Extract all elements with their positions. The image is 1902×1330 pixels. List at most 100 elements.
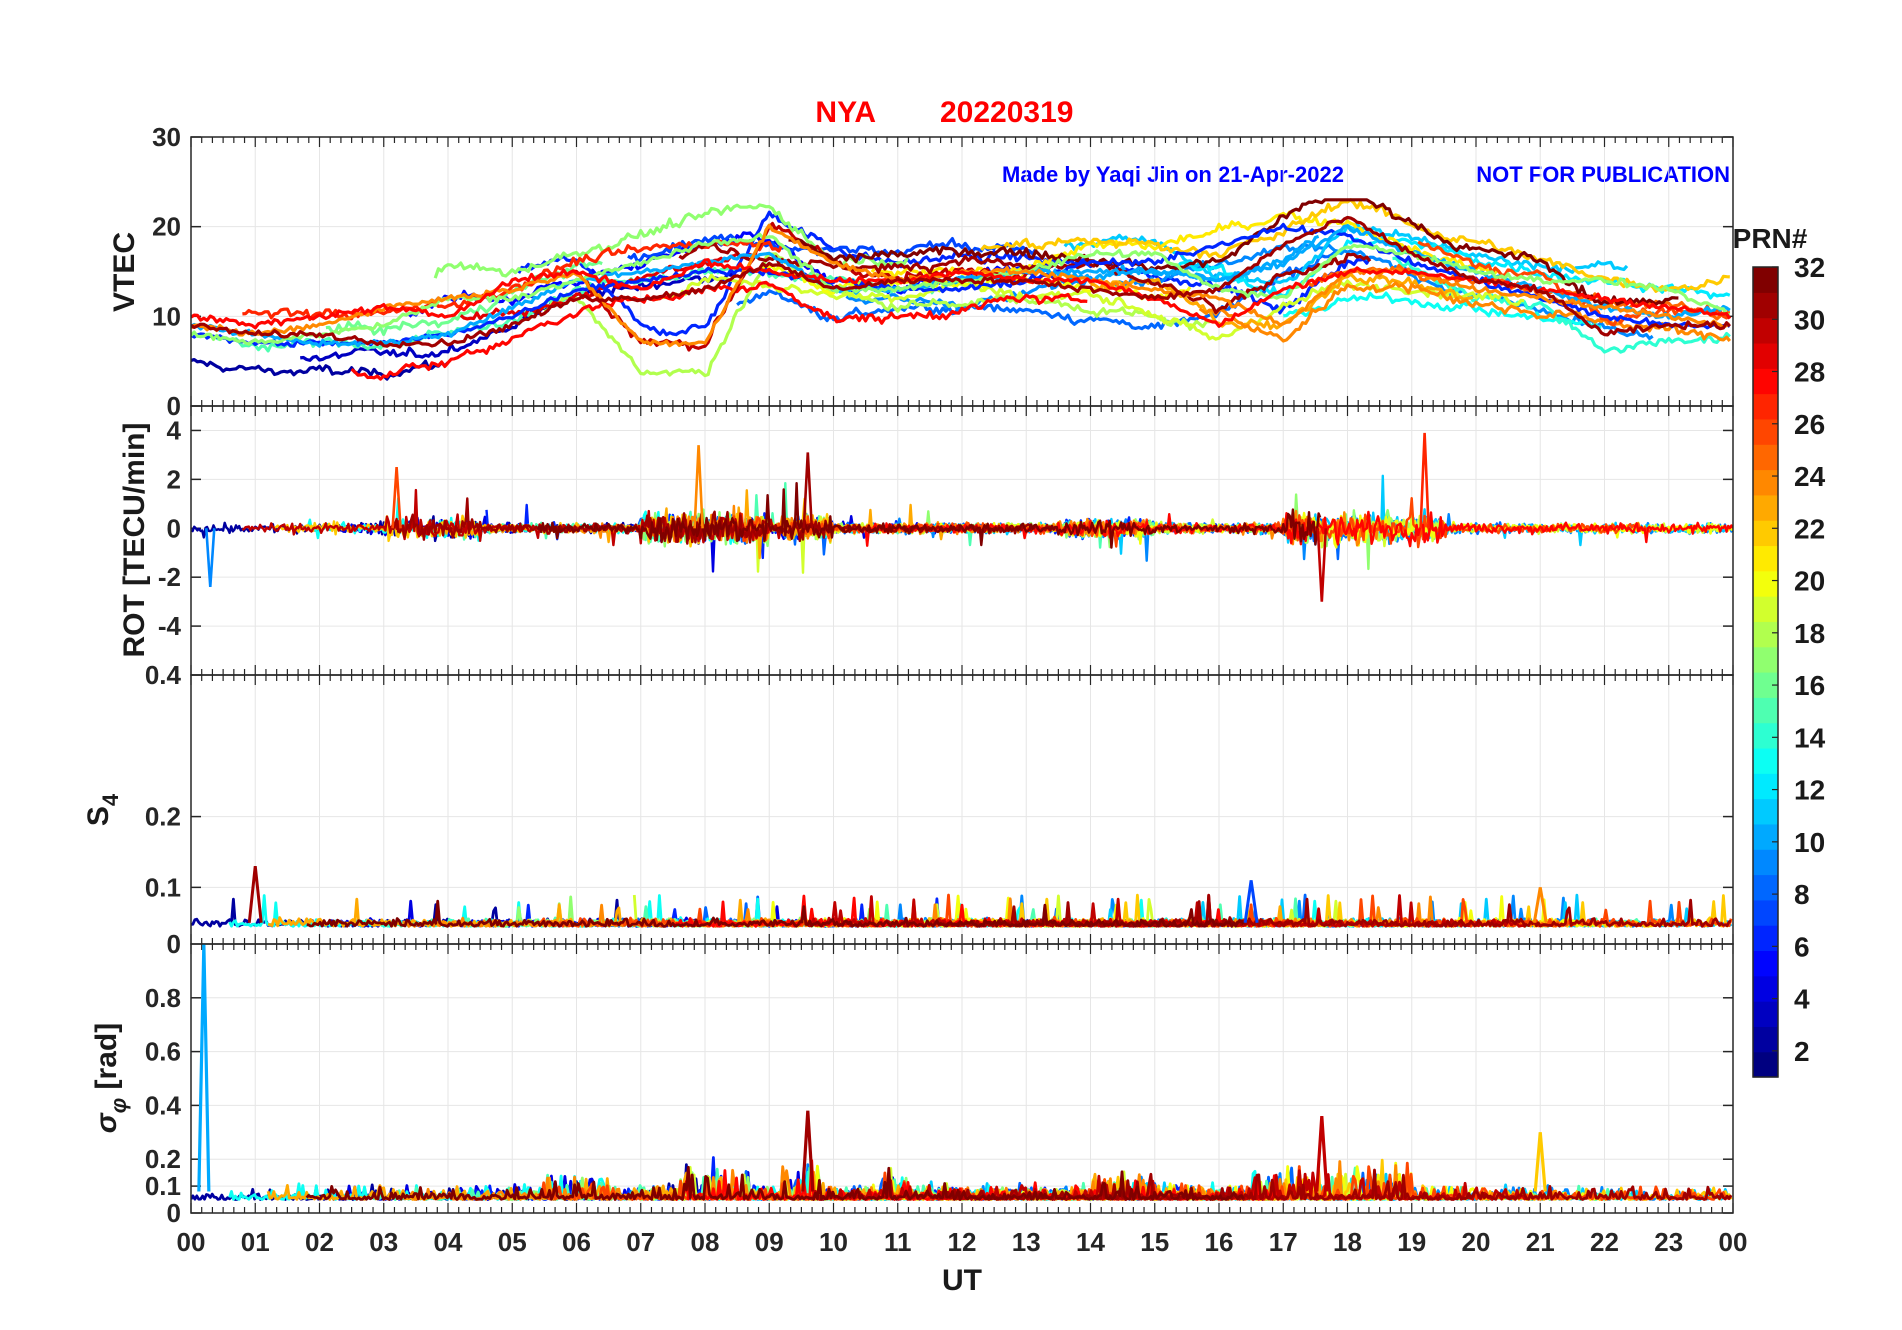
vtec-line-prn-13 — [1283, 291, 1602, 329]
sigma-phi-panel: 00.10.20.40.60.80 — [145, 929, 1734, 1228]
colorbar-segment — [1753, 418, 1778, 445]
x-tick-label: 13 — [1012, 1227, 1041, 1257]
x-tick-label: 16 — [1205, 1227, 1234, 1257]
rot-peak — [204, 528, 216, 588]
not-for-publication-note: NOT FOR PUBLICATION — [1476, 162, 1730, 187]
x-tick-labels: 00 01 02 03 04 05 06 07 08 09 10 11 12 13 14 15 16 17 18 19… — [177, 1227, 1748, 1257]
rot-line-prn-26 — [716, 497, 1657, 549]
rot-line-prn-11 — [928, 474, 1733, 555]
colorbar-segment — [1753, 722, 1778, 749]
colorbar-tick-label: 12 — [1794, 775, 1825, 806]
y-tick-label: -2 — [158, 562, 181, 592]
sigma-peak — [1315, 1116, 1329, 1192]
colorbar-tick-label: 30 — [1794, 304, 1825, 335]
title-station: NYA — [815, 96, 876, 129]
colorbar-segment — [1753, 899, 1778, 926]
colorbar-segment — [1753, 444, 1778, 471]
s4-ylabel: S4 — [82, 793, 123, 826]
colorbar-segment — [1753, 520, 1778, 547]
colorbar-tick-label: 2 — [1794, 1036, 1810, 1067]
sigma-phi-ylabel: σφ [rad] — [90, 1023, 131, 1133]
x-tick-label: 01 — [241, 1227, 270, 1257]
colorbar-segment — [1753, 823, 1778, 850]
x-tick-label: 00 — [1719, 1227, 1748, 1257]
x-tick-label: 11 — [884, 1227, 912, 1257]
sigma-peak — [197, 944, 211, 1192]
x-tick-label: 10 — [819, 1227, 848, 1257]
colorbar-segment — [1753, 773, 1778, 800]
colorbar-tick-label: 8 — [1794, 879, 1810, 910]
x-tick-label: 07 — [626, 1227, 655, 1257]
colorbar-segment — [1753, 368, 1778, 395]
vtec-line-prn-14 — [1392, 256, 1731, 354]
vtec-series-prn-31 — [191, 215, 1731, 349]
rot-panel: -4 -2 0 2 4 — [158, 405, 1734, 676]
vtec-line-prn-31 — [678, 242, 1372, 315]
colorbar-tick-label: 28 — [1794, 357, 1825, 388]
colorbar-segment — [1753, 975, 1778, 1002]
vtec-line-prn-21 — [870, 210, 1500, 280]
colorbar-segment — [1753, 1001, 1778, 1027]
colorbar-segment — [1753, 925, 1778, 952]
colorbar-tick-label: 24 — [1794, 461, 1826, 492]
colorbar-tick-label: 18 — [1794, 618, 1825, 649]
y-tick-label: 0 — [167, 1198, 181, 1228]
x-tick-label: 19 — [1397, 1227, 1426, 1257]
rot-peak — [693, 445, 704, 529]
colorbar-segment — [1753, 621, 1778, 648]
vtec-line-prn-22 — [980, 198, 1730, 293]
s4-peak — [247, 865, 263, 923]
colorbar-segment — [1753, 697, 1778, 724]
colorbar-segment — [1753, 798, 1778, 825]
sigma-traces — [191, 944, 1733, 1201]
x-tick-label: 22 — [1590, 1227, 1619, 1257]
colorbar-segment — [1753, 950, 1778, 977]
svg-text:S4: S4 — [82, 793, 123, 826]
colorbar-segment — [1753, 342, 1778, 369]
colorbar-tick-label: 6 — [1794, 931, 1810, 962]
vtec-ylabel: VTEC — [108, 232, 141, 312]
colorbar-segment — [1753, 747, 1778, 774]
s4-panel: 0.1 0.2 0.4 — [145, 660, 1734, 945]
y-tick-label: 0.6 — [145, 1037, 181, 1067]
vtec-line-prn-24 — [1198, 281, 1732, 343]
x-tick-label: 08 — [691, 1227, 720, 1257]
sigma-peak — [801, 1110, 815, 1192]
vtec-line-prn-32 — [788, 198, 1679, 306]
y-tick-label: 20 — [152, 212, 181, 242]
s4-line-prn-32 — [306, 899, 1245, 928]
colorbar-tick-label: 22 — [1794, 513, 1825, 544]
vtec-line-prn-2 — [191, 358, 450, 381]
colorbar-segment — [1753, 1051, 1778, 1078]
panel-frame — [190, 943, 1734, 1214]
colorbar-tick-label: 10 — [1794, 827, 1825, 858]
colorbar-segment — [1753, 317, 1778, 344]
colorbar-segment — [1753, 570, 1778, 597]
sigma-line-prn-32 — [305, 1165, 1245, 1201]
colorbar-segment — [1753, 849, 1778, 876]
y-tick-label: 0.2 — [145, 802, 181, 832]
vtec-panel: 0 10 20 30 — [152, 122, 1734, 421]
colorbar-segment — [1753, 292, 1778, 319]
rot-ylabel: ROT [TECU/min] — [118, 423, 151, 658]
s4-peak — [1243, 880, 1259, 923]
svg-text:σφ [rad]: σφ [rad] — [90, 1023, 131, 1133]
y-tick-label: 0 — [167, 929, 181, 959]
made-by-note: Made by Yaqi Jin on 21-Apr-2022 — [1002, 162, 1344, 187]
x-tick-label: 05 — [498, 1227, 527, 1257]
y-tick-label: -4 — [158, 611, 182, 641]
vtec-line-prn-7 — [627, 233, 1038, 264]
y-tick-label: 0 — [167, 391, 181, 421]
rot-peak — [1419, 432, 1430, 529]
x-tick-label: 23 — [1654, 1227, 1683, 1257]
colorbar-title: PRN# — [1733, 223, 1808, 254]
s4-peak — [1532, 887, 1548, 924]
rot-peak — [802, 452, 814, 529]
vtec-line-prn-28 — [350, 280, 1088, 381]
colorbar-tick-label: 4 — [1794, 984, 1810, 1015]
y-tick-label: 0.4 — [145, 1090, 182, 1120]
x-tick-label: 18 — [1333, 1227, 1362, 1257]
x-tick-label: 15 — [1140, 1227, 1169, 1257]
